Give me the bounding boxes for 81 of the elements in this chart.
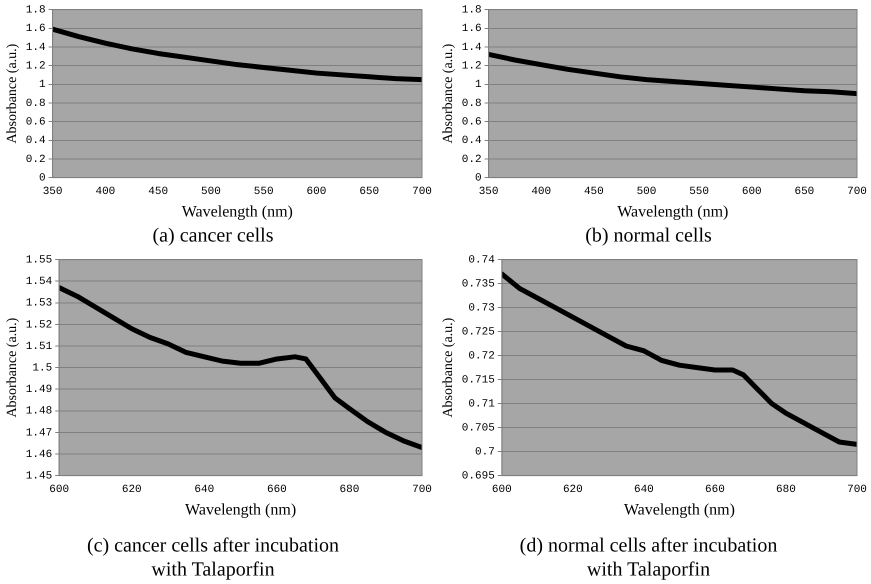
- x-tick-label: 400: [95, 186, 116, 198]
- x-tick-label: 700: [412, 484, 432, 496]
- x-tick-label: 680: [340, 484, 360, 496]
- x-tick-label: 550: [254, 186, 274, 198]
- y-tick-label: 0.6: [462, 116, 482, 129]
- y-tick-label: 0.725: [462, 326, 495, 339]
- x-tick-label: 660: [266, 484, 287, 496]
- y-tick-label: 0: [38, 172, 46, 185]
- y-tick-label: 0.73: [468, 302, 495, 315]
- x-tick-label: 550: [689, 186, 710, 198]
- x-tick-label: 660: [705, 484, 725, 496]
- y-tick-label: 1.52: [26, 319, 52, 332]
- x-tick-label: 640: [634, 484, 654, 496]
- x-tick-label: 680: [776, 484, 796, 496]
- y-tick-label: 1.6: [26, 23, 46, 36]
- y-tick-label: 0.8: [462, 98, 482, 110]
- y-tick-label: 1.4: [462, 42, 482, 54]
- x-tick-label: 600: [306, 186, 326, 198]
- x-tick-label: 600: [49, 484, 70, 496]
- y-tick-label: 1: [474, 79, 482, 92]
- text: (c) cancer cells after incubation with Talaporfin: [86, 534, 340, 580]
- x-tick-label: 700: [847, 484, 867, 496]
- y-tick-label: 0.2: [462, 154, 482, 166]
- x-axis-title: Wavelength (nm): [182, 204, 293, 221]
- x-tick-label: 700: [847, 186, 867, 198]
- y-axis-title: Absorbance (a.u.): [441, 317, 456, 418]
- y-tick-label: 0.735: [462, 278, 495, 291]
- y-tick-label: 0.715: [462, 374, 495, 387]
- x-tick-label: 650: [794, 186, 814, 198]
- y-tick-label: 0.6: [26, 116, 46, 129]
- y-tick-label: 0.705: [462, 422, 495, 435]
- x-tick-label: 620: [122, 484, 142, 496]
- x-tick-label: 500: [636, 186, 656, 198]
- y-tick-label: 1.5: [32, 362, 52, 375]
- y-tick-label: 1.2: [462, 60, 482, 73]
- y-tick-label: 1.51: [26, 340, 53, 353]
- y-tick-label: 0.2: [26, 154, 46, 166]
- y-tick-label: 1.45: [26, 470, 52, 483]
- x-tick-label: 600: [742, 186, 762, 198]
- y-tick-label: 1.55: [26, 254, 52, 267]
- y-tick-label: 1.53: [26, 298, 52, 310]
- y-tick-label: 1: [38, 79, 46, 92]
- x-tick-label: 400: [531, 186, 552, 198]
- y-tick-label: 0.72: [468, 350, 495, 363]
- x-tick-label: 450: [584, 186, 604, 198]
- x-tick-label: 700: [412, 186, 432, 198]
- y-tick-label: 1.2: [26, 60, 46, 73]
- y-tick-label: 0.695: [462, 470, 495, 483]
- y-tick-label: 1.8: [26, 4, 46, 17]
- y-tick-label: 0.8: [26, 98, 46, 110]
- y-axis-title: Absorbance (a.u.): [5, 43, 20, 144]
- y-tick-label: 1.48: [26, 406, 52, 418]
- y-axis-title: Absorbance (a.u.): [5, 317, 20, 418]
- y-tick-label: 1.49: [26, 384, 52, 396]
- y-tick-label: 1.46: [26, 448, 52, 461]
- y-tick-label: 0.4: [462, 135, 482, 148]
- text: (b) normal cells: [585, 224, 712, 246]
- text: (d) normal cells after incubation with Talaporfin: [520, 534, 778, 580]
- y-axis-title: Absorbance (a.u.): [441, 43, 456, 144]
- y-tick-label: 0.7: [474, 446, 495, 459]
- y-tick-label: 0.71: [468, 398, 496, 411]
- x-axis-title: Wavelength (nm): [185, 502, 296, 519]
- x-tick-label: 350: [478, 186, 499, 198]
- x-tick-label: 350: [42, 186, 63, 198]
- y-tick-label: 1.4: [26, 42, 46, 54]
- y-tick-label: 1.54: [26, 276, 53, 288]
- x-tick-label: 620: [562, 484, 583, 496]
- x-tick-label: 600: [492, 484, 512, 496]
- y-tick-label: 0: [474, 172, 482, 185]
- x-axis-title: Wavelength (nm): [624, 502, 735, 519]
- x-axis-title: Wavelength (nm): [617, 204, 728, 221]
- y-tick-label: 1.8: [462, 4, 482, 17]
- y-tick-label: 1.47: [26, 427, 52, 440]
- text: (a) cancer cells: [152, 224, 274, 246]
- y-tick-label: 0.74: [468, 254, 496, 267]
- x-tick-label: 450: [148, 186, 168, 198]
- x-tick-label: 650: [359, 186, 380, 198]
- y-tick-label: 1.6: [462, 23, 482, 36]
- x-tick-label: 640: [194, 484, 214, 496]
- y-tick-label: 0.4: [26, 135, 46, 148]
- x-tick-label: 500: [201, 186, 221, 198]
